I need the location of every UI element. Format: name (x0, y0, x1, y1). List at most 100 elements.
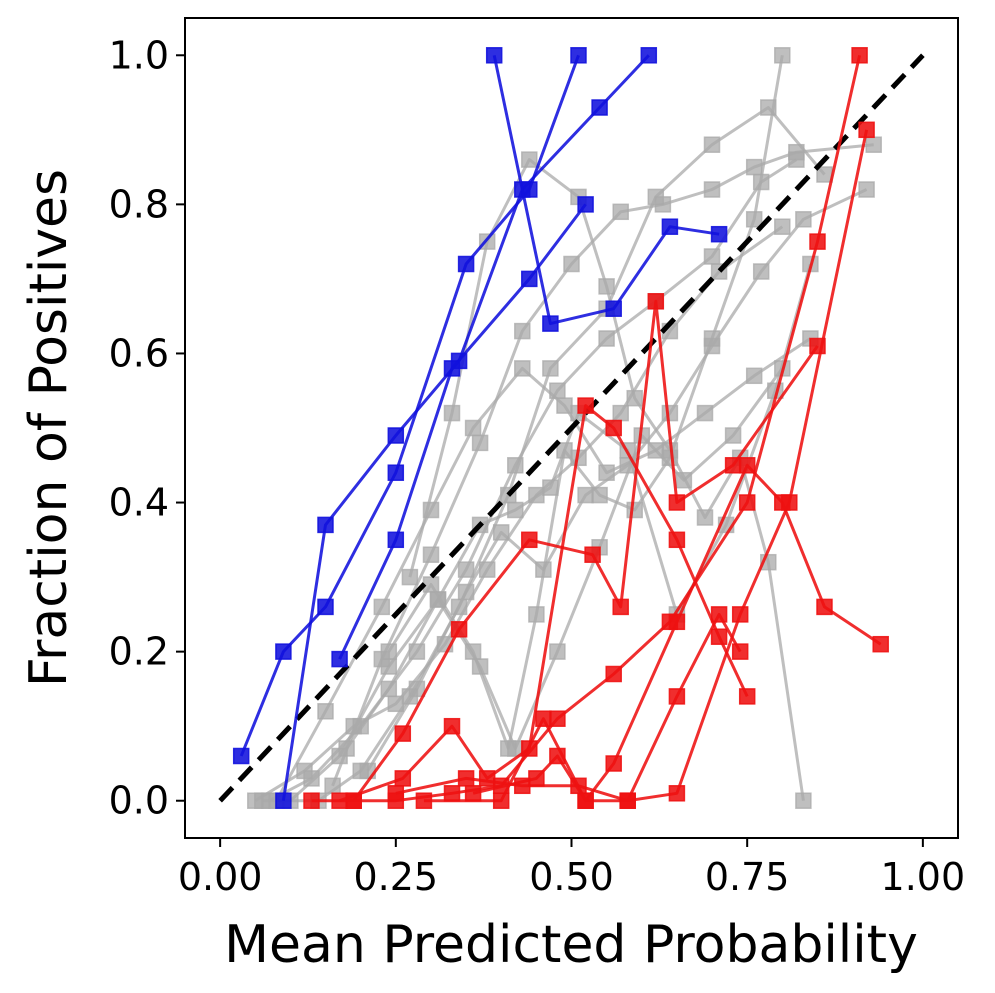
data-point-gray-8-9 (752, 263, 770, 280)
data-point-red-3-3 (521, 531, 538, 549)
data-point-gray-7-0 (338, 740, 355, 757)
data-point-gray-8-3 (492, 524, 510, 541)
data-point-gray-3-9 (703, 136, 721, 153)
data-point-gray-8-5 (577, 486, 594, 504)
data-point-gray-2-1 (317, 703, 334, 720)
data-point-blue-1-1 (275, 643, 292, 660)
data-point-red-6-6 (731, 606, 749, 623)
data-point-gray-9-11 (774, 47, 791, 64)
data-point-gray-9-6 (591, 486, 608, 504)
data-point-gray-7-1 (380, 680, 398, 698)
data-point-red-3-5 (612, 598, 629, 616)
series-line-red-4 (395, 612, 742, 803)
data-point-gray-6-7 (654, 196, 672, 213)
series-red-2 (331, 397, 756, 809)
data-point-gray-2-5 (514, 360, 531, 377)
y-tick-label-2: 0.4 (109, 481, 169, 525)
x-tick-label-0: 0.00 (178, 855, 263, 899)
series-line-red-5 (423, 463, 882, 803)
data-point-red-5-8 (816, 598, 833, 616)
data-point-red-2-2 (443, 717, 461, 735)
data-point-blue-3-3 (521, 270, 538, 288)
data-point-red-2-6 (605, 419, 622, 437)
series-blue-3 (331, 196, 594, 668)
data-point-red-2-1 (394, 770, 412, 787)
y-tick-label-5: 1.0 (109, 33, 169, 77)
data-point-red-6-4 (619, 792, 636, 809)
data-point-gray-9-9 (703, 330, 721, 347)
data-point-gray-2-10 (745, 367, 763, 385)
data-point-blue-1-3 (387, 464, 405, 481)
data-point-red-3-7 (668, 494, 686, 511)
series-line-gray-10 (408, 158, 805, 801)
data-point-gray-10-1 (443, 404, 461, 422)
data-point-gray-10-0 (401, 568, 419, 586)
data-point-gray-10-11 (795, 792, 812, 809)
data-point-gray-3-6 (542, 360, 559, 377)
y-axis-title: Fraction of Positives (19, 169, 79, 687)
data-point-gray-7-4 (507, 501, 524, 519)
x-tick-label-4: 1.00 (881, 855, 966, 899)
data-point-blue-1-4 (457, 255, 475, 273)
data-point-red-6-3 (577, 792, 594, 809)
axis-ticks: 0.00 0.25 0.50 0.75 1.00 0.0 0.2 0.4 0.6 0.8 1.0 (109, 33, 966, 899)
data-point-blue-2-5 (591, 99, 608, 116)
data-point-gray-2-4 (464, 419, 482, 437)
data-point-red-4-1 (457, 770, 475, 787)
data-point-red-2-8 (710, 628, 728, 645)
data-point-blue-4-1 (542, 315, 559, 332)
data-point-gray-5-5 (507, 457, 524, 474)
data-point-gray-5-0 (261, 792, 278, 809)
data-point-gray-9-1 (422, 576, 440, 593)
data-point-red-4-6 (710, 606, 728, 623)
data-point-red-5-1 (492, 792, 510, 809)
data-point-gray-6-3 (471, 434, 489, 452)
data-point-gray-10-8 (696, 509, 714, 526)
series-gray-6 (324, 136, 882, 795)
series-red-5 (415, 457, 889, 809)
data-point-gray-5-1 (303, 770, 320, 787)
data-point-gray-5-6 (549, 382, 566, 399)
series-gray-8 (359, 181, 875, 780)
data-point-gray-9-3 (500, 740, 517, 757)
data-point-gray-6-0 (324, 777, 341, 795)
data-point-gray-9-5 (556, 442, 573, 459)
data-point-blue-4-4 (710, 225, 728, 243)
data-point-gray-2-9 (696, 404, 714, 422)
data-point-blue-4-2 (605, 300, 622, 317)
data-point-gray-6-9 (745, 158, 763, 176)
series-line-gray-9 (387, 55, 784, 750)
data-point-gray-1-8 (612, 404, 629, 422)
data-point-red-2-0 (331, 792, 348, 809)
data-point-red-5-5 (668, 613, 686, 631)
data-point-red-3-4 (584, 546, 601, 563)
data-point-red-1-0 (303, 792, 320, 809)
series-blue-4 (485, 47, 728, 332)
data-point-red-4-0 (387, 785, 405, 802)
data-point-blue-2-6 (640, 47, 658, 64)
data-point-red-1-3 (443, 785, 461, 802)
data-point-red-1-10 (851, 47, 868, 64)
y-tick-label-1: 0.2 (109, 630, 169, 674)
data-point-gray-5-4 (457, 561, 475, 578)
data-point-gray-9-4 (528, 606, 545, 623)
series-red-4 (387, 606, 749, 809)
data-point-gray-8-1 (408, 680, 426, 698)
data-point-gray-1-11 (774, 218, 791, 235)
series-line-red-3 (352, 299, 819, 802)
series-line-red-2 (339, 404, 749, 803)
data-point-gray-9-2 (464, 643, 482, 660)
data-point-red-2-3 (478, 770, 496, 787)
data-point-red-1-8 (738, 494, 756, 511)
data-point-gray-8-7 (661, 404, 679, 422)
series-line-gray-4 (289, 367, 784, 802)
data-point-red-2-7 (668, 531, 686, 549)
data-point-red-6-0 (464, 785, 482, 802)
data-point-gray-6-5 (563, 255, 580, 273)
data-point-gray-10-6 (626, 389, 643, 407)
data-point-red-4-5 (668, 688, 686, 705)
data-point-gray-2-6 (556, 397, 573, 414)
data-point-red-3-8 (724, 457, 742, 474)
